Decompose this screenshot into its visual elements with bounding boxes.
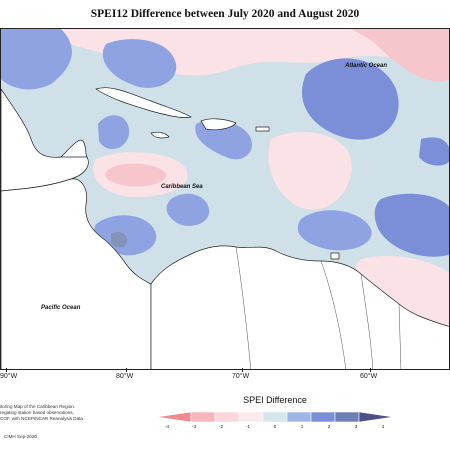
lon-tick	[370, 368, 371, 372]
blue-anomaly-florida-straits	[102, 39, 177, 88]
legend-tick-label: -1	[245, 424, 251, 429]
map-title: SPEI12 Difference between July 2020 and …	[90, 8, 360, 20]
land-masses	[1, 87, 449, 369]
spei-map: Atlantic Ocean Caribbean Sea Pacific Oce…	[0, 28, 450, 370]
blue-anomaly-northwest	[1, 29, 72, 90]
legend-swatch	[156, 411, 192, 423]
pink-anomaly-southeast	[355, 255, 449, 329]
country-borders	[235, 246, 402, 369]
credits-line: itoring Map of the Caribbean Region.	[0, 404, 76, 409]
legend-swatch	[238, 411, 264, 423]
caribbean-sea-label: Caribbean Sea	[161, 184, 203, 190]
legend-tick-label: -4	[164, 424, 170, 429]
lon-tick	[6, 368, 7, 372]
legend-tick-label: 3	[354, 424, 358, 429]
blue-anomaly-windward	[297, 210, 372, 251]
legend-title: SPEI Difference	[243, 395, 307, 405]
legend-swatch	[358, 411, 394, 423]
land-central-america	[1, 178, 152, 369]
lon-label-70w: 70°W	[232, 373, 250, 380]
land-hispaniola	[200, 118, 237, 131]
land-trinidad	[330, 252, 340, 260]
credits-line: regating station based observations,	[0, 410, 74, 415]
legend-colorbar	[156, 411, 394, 423]
legend-tick-label: 0	[273, 424, 277, 429]
pacific-ocean-label: Pacific Ocean	[41, 305, 81, 311]
lon-label-90w: 90°W	[0, 373, 18, 380]
legend-tick-label: -3	[191, 424, 197, 429]
land-mexico	[1, 88, 89, 192]
copyright-text: CIMH Sep-2020	[4, 434, 37, 439]
blue-anomaly-far-east	[419, 137, 449, 166]
blue-anomaly-east-atlantic	[374, 193, 449, 257]
legend-swatch	[286, 411, 312, 423]
blue-anomaly-north-caribbean	[98, 115, 130, 150]
lon-tick	[242, 368, 243, 372]
lon-label-60w: 60°W	[360, 373, 378, 380]
credits-line: COF, with NCEP/NCAR Reanalysis Data	[0, 416, 83, 421]
legend-swatch	[262, 411, 288, 423]
legend-tick-label: -2	[218, 424, 224, 429]
atlantic-ocean-label: Atlantic Ocean	[345, 63, 388, 69]
land-puerto-rico	[255, 126, 270, 132]
land-cuba	[95, 87, 192, 118]
map-canvas	[1, 29, 449, 369]
legend-swatch	[190, 411, 216, 423]
lon-tick	[126, 368, 127, 372]
legend-tick-label: 1	[300, 424, 304, 429]
legend-tick-label: 2	[327, 424, 331, 429]
legend-swatch	[214, 411, 240, 423]
land-yucatan	[60, 139, 88, 158]
anomaly-fields	[1, 29, 449, 343]
legend-tick-label: 4	[381, 424, 385, 429]
legend-swatch	[310, 411, 336, 423]
steel-anomaly-central-america	[111, 231, 128, 248]
blue-anomaly-atlantic	[302, 58, 399, 140]
land-south-america	[150, 245, 449, 369]
credits-text: itoring Map of the Caribbean Region. reg…	[0, 404, 110, 422]
blue-anomaly-south-central	[166, 193, 210, 226]
pink-anomaly-east	[268, 131, 352, 210]
pink-anomaly-mid-core	[105, 163, 167, 187]
lon-label-80w: 80°W	[116, 373, 134, 380]
pink-anomaly-northeast	[351, 29, 449, 82]
land-jamaica	[150, 131, 170, 139]
legend-swatch	[334, 411, 360, 423]
